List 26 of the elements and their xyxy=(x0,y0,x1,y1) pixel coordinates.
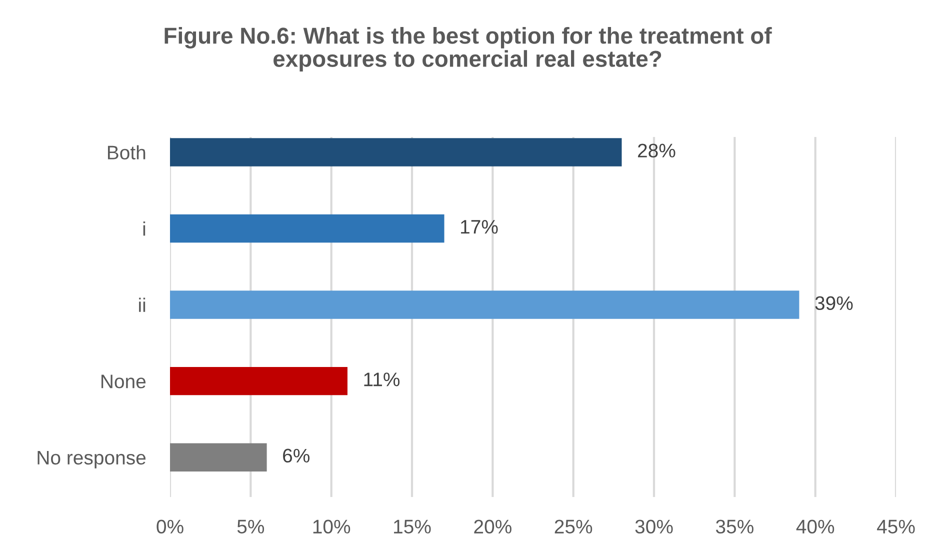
x-tick-label: 25% xyxy=(554,520,592,534)
x-tick-label: 0% xyxy=(156,520,184,534)
x-tick-label: 40% xyxy=(796,520,834,534)
bar xyxy=(170,290,800,319)
chart-title: Figure No.6: What is the best option for the treatment of exposures to comercial real estate? xyxy=(164,27,772,72)
data-label: 17% xyxy=(461,220,498,234)
x-tick-label: 15% xyxy=(394,520,431,534)
data-label: 11% xyxy=(364,372,400,386)
data-label: 28% xyxy=(638,144,676,158)
data-label: 6% xyxy=(283,448,310,463)
bar xyxy=(170,138,622,166)
bar xyxy=(170,366,348,396)
y-tick-label: No response xyxy=(38,451,146,468)
bar xyxy=(170,443,267,472)
x-tick-label: 5% xyxy=(237,520,264,534)
y-tick-label: i xyxy=(143,221,146,236)
x-tick-label: 30% xyxy=(635,520,673,534)
x-tick-label: 20% xyxy=(474,520,512,534)
x-tick-label: 35% xyxy=(716,520,754,534)
data-label: 39% xyxy=(815,296,853,310)
y-tick-label: Both xyxy=(108,145,146,160)
x-tick-label: 45% xyxy=(876,520,915,534)
x-tick-label: 10% xyxy=(313,520,350,534)
bar xyxy=(170,214,444,243)
y-tick-label: None xyxy=(102,374,146,388)
y-tick-label: ii xyxy=(139,298,146,312)
